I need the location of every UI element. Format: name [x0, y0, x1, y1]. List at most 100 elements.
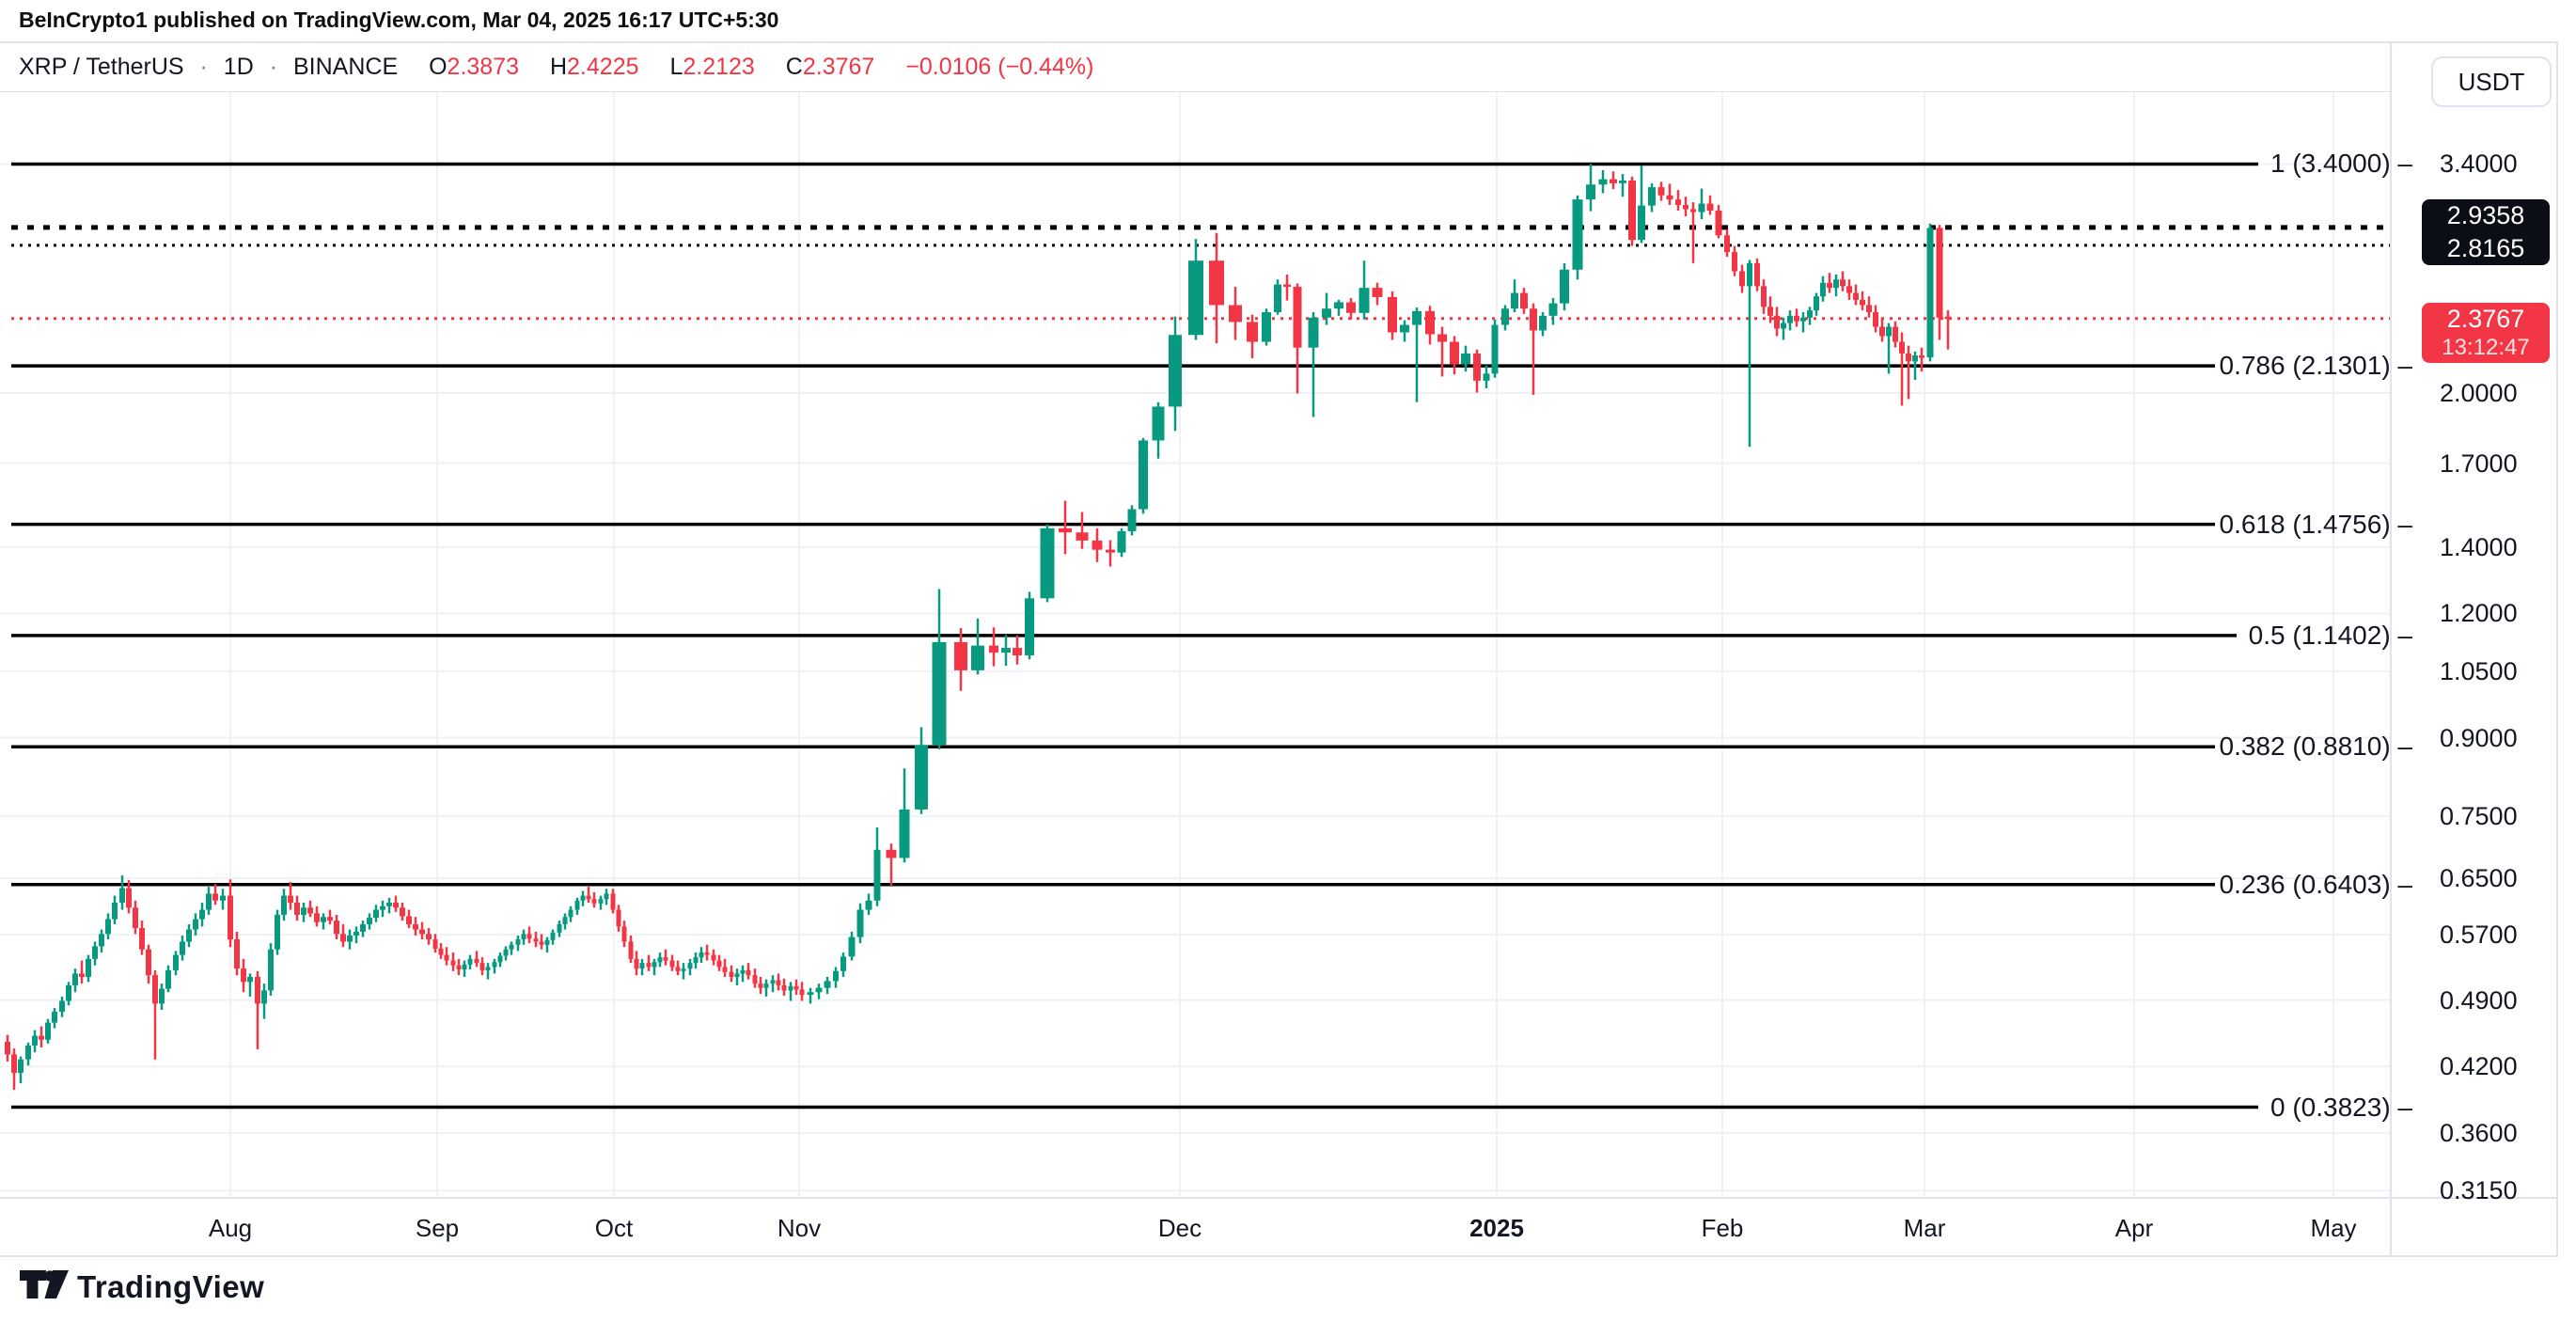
price-tick: 0.7500 — [2440, 802, 2518, 831]
month-label-2025[interactable]: 2025 — [1469, 1214, 1524, 1242]
candle-body — [675, 967, 681, 971]
price-scale[interactable]: USDT 3.4000 2.0000 1.7000 1.4000 1.2000 1.050… — [2390, 41, 2556, 1257]
candle-body — [1412, 310, 1422, 325]
candle-body — [1106, 549, 1115, 553]
month-label-feb[interactable]: Feb — [1701, 1214, 1744, 1242]
widget-right-border — [2556, 41, 2558, 1257]
candle-body — [856, 909, 864, 937]
candle-body — [776, 980, 781, 985]
exchange-label[interactable]: BINANCE — [293, 53, 399, 80]
month-label-aug[interactable]: Aug — [208, 1214, 253, 1242]
candle-body — [1774, 315, 1780, 329]
candle-body — [1761, 286, 1767, 307]
attribution-text: BeInCrypto1 published on TradingView.com… — [19, 8, 779, 32]
candle-body — [400, 907, 405, 917]
candle-body — [1814, 296, 1819, 311]
symbol-name[interactable]: XRP / TetherUS — [19, 53, 184, 80]
fib-label: 1 (3.4000) – — [2270, 149, 2412, 179]
candle-body — [562, 917, 568, 925]
month-label-apr[interactable]: Apr — [2114, 1214, 2154, 1242]
candle-body — [288, 895, 293, 904]
candle-body — [616, 909, 621, 927]
candle-body — [1866, 305, 1872, 313]
candle-body — [1209, 260, 1224, 306]
candle-body — [1293, 287, 1302, 348]
candle-body — [1706, 203, 1714, 212]
candle-body — [729, 971, 734, 977]
candle-body — [360, 924, 366, 932]
candle-body — [669, 960, 675, 968]
candle-body — [781, 984, 787, 991]
candle-body — [1117, 530, 1126, 553]
candle-body — [1879, 326, 1885, 337]
price-tick: 0.9000 — [2440, 723, 2518, 752]
candle-body — [1473, 353, 1481, 381]
candle-body — [5, 1041, 10, 1055]
candle-body — [799, 989, 805, 995]
candle-body — [281, 895, 287, 915]
alert-price-1: 2.9358 — [2446, 200, 2525, 229]
interval-label[interactable]: 1D — [223, 53, 254, 80]
close-value: 2.3767 — [802, 53, 875, 80]
price-scale-separator[interactable] — [2390, 41, 2392, 1257]
candle-body — [1001, 648, 1011, 653]
candle-body — [1025, 598, 1034, 656]
fib-label: 0 (0.3823) – — [2270, 1092, 2412, 1122]
candle-body — [1698, 203, 1705, 212]
candle-body — [492, 962, 497, 968]
price-tick: 0.3600 — [2440, 1119, 2518, 1148]
candle-body — [1767, 307, 1773, 316]
month-label-mar[interactable]: Mar — [1903, 1214, 1946, 1242]
candle-body — [1833, 279, 1839, 289]
candle-body — [1754, 262, 1760, 287]
last-price-value: 2.3767 — [2446, 304, 2525, 333]
candle-body — [971, 645, 984, 670]
month-label-sep[interactable]: Sep — [415, 1214, 460, 1242]
candle-body — [462, 964, 467, 970]
month-label-nov[interactable]: Nov — [777, 1214, 822, 1242]
candle-body — [1247, 322, 1258, 342]
candle-body — [1739, 271, 1745, 287]
candle-body — [1461, 353, 1470, 365]
candle-body — [687, 963, 693, 969]
candle-body — [899, 809, 910, 858]
candle-body — [92, 946, 98, 959]
candle-body — [1657, 187, 1665, 196]
price-tick: 1.7000 — [2440, 449, 2518, 478]
candle-body — [413, 924, 418, 930]
tradingview-logo[interactable]: TradingView — [19, 1267, 264, 1309]
candle-body — [704, 952, 710, 955]
candle-body — [628, 941, 634, 959]
candle-body — [485, 967, 491, 970]
candle-body — [1372, 288, 1383, 297]
candle-body — [393, 903, 399, 908]
symbol-legend[interactable]: XRP / TetherUS · 1D · BINANCE O2.3873 H2… — [19, 53, 1093, 85]
candle-body — [1425, 310, 1435, 335]
candle-body — [1059, 527, 1072, 533]
month-label-dec[interactable]: Dec — [1157, 1214, 1202, 1242]
candle-body — [406, 916, 412, 925]
candle-body — [1666, 195, 1673, 200]
candle-body — [1308, 317, 1319, 348]
month-label-oct[interactable]: Oct — [594, 1214, 634, 1242]
price-tick: 0.5700 — [2440, 921, 2518, 950]
time-axis[interactable]: Aug Sep Oct Nov Dec 2025 Feb Mar Apr May — [0, 1197, 2556, 1255]
candle-body — [438, 948, 444, 955]
candle-body — [1628, 181, 1636, 241]
attribution-bar: BeInCrypto1 published on TradingView.com… — [0, 0, 2576, 41]
high-value: 2.4225 — [567, 53, 639, 80]
candle-body — [1732, 252, 1737, 272]
candle-body — [544, 939, 550, 945]
candle-body — [1598, 179, 1608, 185]
price-tick: 0.3150 — [2440, 1176, 2518, 1205]
candle-body — [52, 1011, 57, 1023]
candle-body — [79, 973, 85, 977]
candle-body — [234, 939, 240, 969]
candle-body — [610, 893, 616, 910]
legend-separator-2: · — [269, 53, 278, 80]
candle-body — [1800, 317, 1806, 322]
currency-toggle-button[interactable]: USDT — [2431, 56, 2552, 107]
month-label-may[interactable]: May — [2310, 1214, 2357, 1242]
candle-body — [734, 973, 740, 977]
